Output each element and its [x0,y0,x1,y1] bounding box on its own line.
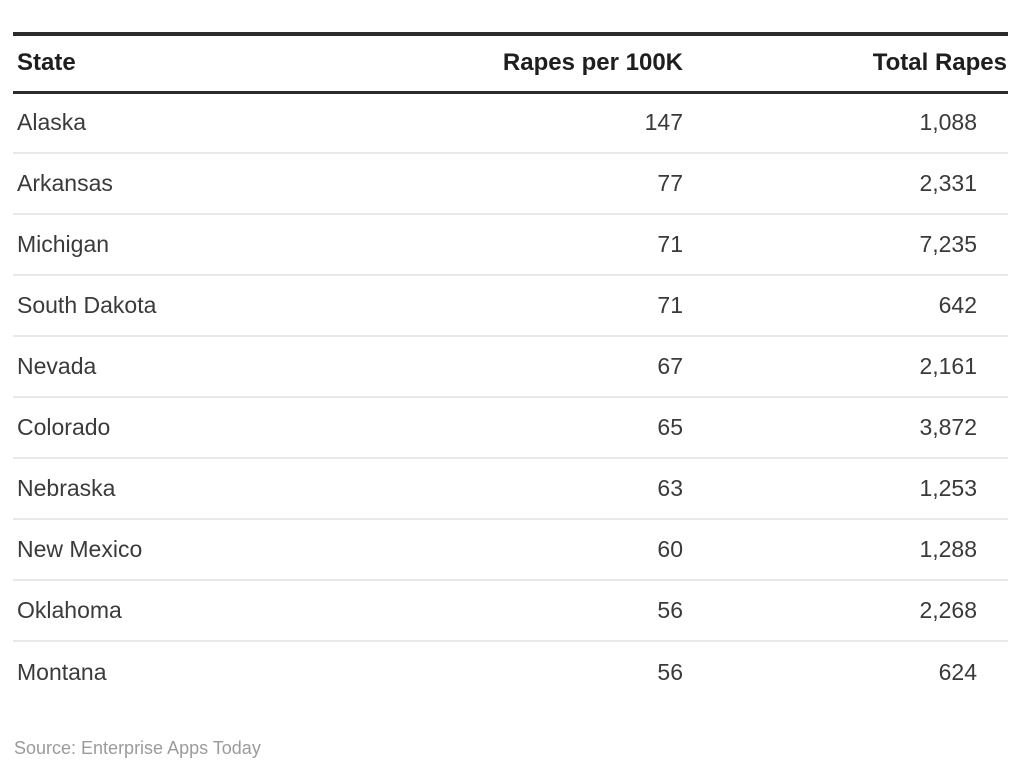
total-cell: 2,268 [683,580,1008,642]
rate-cell: 147 [483,92,683,154]
rate-cell: 71 [483,214,683,276]
total-cell: 624 [938,658,977,685]
rate-cell: 56 [657,658,683,685]
data-table: State Rapes per 100K Total Rapes Alaska … [13,32,1008,702]
table-row: Oklahoma 56 2,268 [13,580,1008,642]
total-cell: 1,253 [683,458,1008,520]
states-rape-statistics-table: State Rapes per 100K Total Rapes Alaska … [13,32,1008,702]
column-header-state: State [13,34,483,94]
state-cell: Nebraska [13,458,483,520]
total-cell: 1,088 [683,92,1008,154]
source-attribution: Source: Enterprise Apps Today [14,738,261,758]
state-cell: Alaska [13,92,483,154]
table-row: South Dakota 71 642 [13,275,1008,337]
state-cell: Oklahoma [13,580,483,642]
state-cell: Nevada [13,336,483,398]
state-cell: Colorado [13,397,483,459]
table-row: Nevada 67 2,161 [13,336,1008,398]
table-row: Nebraska 63 1,253 [13,458,1008,520]
total-cell: 1,288 [683,519,1008,581]
total-cell: 3,872 [683,397,1008,459]
state-cell: South Dakota [13,275,483,337]
table-row: Montana 56 624 [13,641,1008,702]
table-header: State Rapes per 100K Total Rapes [13,34,1008,94]
table-row: Colorado 65 3,872 [13,397,1008,459]
rate-cell: 56 [483,580,683,642]
rate-cell: 77 [483,153,683,215]
column-header-rapes-per-100k: Rapes per 100K [483,34,683,94]
column-header-total-rapes: Total Rapes [683,34,1008,94]
total-cell: 642 [683,275,1008,337]
table-row: Michigan 71 7,235 [13,214,1008,276]
rate-cell: 71 [483,275,683,337]
state-cell: Michigan [13,214,483,276]
table-body: Alaska 147 1,088 Arkansas 77 2,331 Michi… [13,92,1008,702]
state-cell: New Mexico [13,519,483,581]
total-cell: 2,161 [683,336,1008,398]
table-row: Arkansas 77 2,331 [13,153,1008,215]
state-cell: Arkansas [13,153,483,215]
table-row: New Mexico 60 1,288 [13,519,1008,581]
rate-cell: 65 [483,397,683,459]
rate-cell: 67 [483,336,683,398]
rate-cell: 63 [483,458,683,520]
table-row: Alaska 147 1,088 [13,92,1008,154]
total-cell: 2,331 [683,153,1008,215]
state-cell: Montana [17,658,107,685]
header-row: State Rapes per 100K Total Rapes [13,34,1008,94]
rate-cell: 60 [483,519,683,581]
total-cell: 7,235 [683,214,1008,276]
